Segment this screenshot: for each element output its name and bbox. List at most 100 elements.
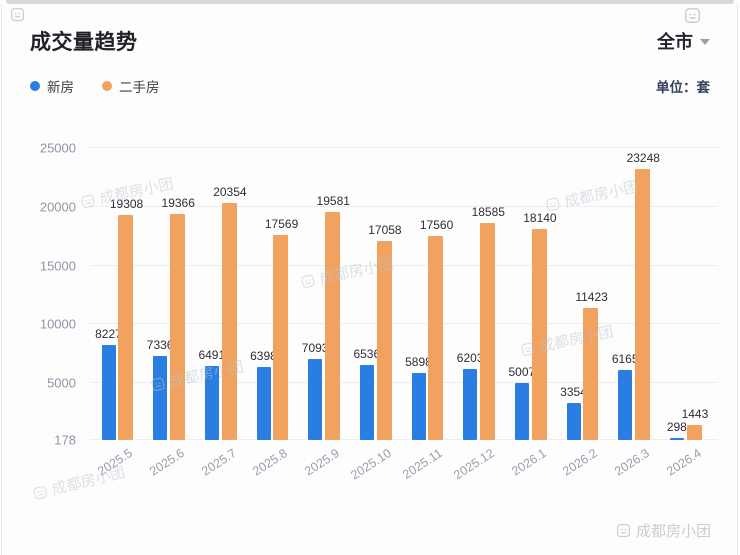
- region-selector-label: 全市: [657, 32, 693, 52]
- bar-new-home: [463, 369, 478, 440]
- bar-value-label: 7093: [301, 340, 329, 355]
- bar-value-label: 3354: [560, 384, 587, 399]
- legend-label-new-home: 新房: [47, 80, 74, 95]
- bar-group: 6536 17058 2025.10: [348, 148, 404, 482]
- plot-area: 8227 19308 2025.5 7336 19366 2025.6 6491 20354 2…: [90, 147, 718, 483]
- x-axis-label: 2025.5: [95, 446, 136, 479]
- chart-subheader: 新房 二手房 单位：套: [0, 56, 740, 96]
- y-tick-label: 10000: [39, 316, 76, 332]
- chevron-down-icon: [700, 39, 710, 45]
- unit-label: 单位：套: [656, 80, 710, 95]
- legend-item-new-home[interactable]: 新房: [30, 76, 74, 96]
- bar-new-home: [515, 383, 530, 440]
- bar-value-label: 6536: [353, 347, 381, 362]
- x-axis-label: 2025.6: [147, 446, 187, 479]
- x-axis-label: 2025.10: [348, 446, 394, 483]
- gridline: [90, 323, 718, 325]
- bar-group: 6491 20354 2025.7: [197, 148, 249, 479]
- bar-new-home: [670, 438, 685, 440]
- bar-new-home: [256, 366, 271, 440]
- x-axis-label: 2026.2: [560, 446, 601, 479]
- window-left-border: [1, 4, 2, 555]
- gridline: [90, 147, 718, 148]
- bar-value-label: 8227: [95, 327, 122, 342]
- x-axis-label: 2025.7: [198, 446, 239, 479]
- bar-value-label: 17569: [264, 217, 299, 232]
- window-top-border: [6, 0, 734, 4]
- bar-value-label: 17560: [419, 217, 454, 232]
- bar-new-home: [153, 355, 168, 440]
- bar-group: 8227 19308 2025.5: [94, 148, 146, 479]
- bar-new-home: [360, 365, 375, 440]
- x-axis-label: 2025.8: [250, 446, 291, 479]
- bar-new-home: [101, 345, 116, 440]
- region-selector[interactable]: 全市: [657, 28, 710, 54]
- bar-resale-home: [169, 214, 185, 440]
- bar-new-home: [308, 358, 323, 440]
- bar-value-label: 298: [666, 420, 687, 434]
- bar-chart: 178 5000 10000 15000 20000 25000 8227 19308 202…: [18, 141, 718, 483]
- bar-group: 7336 19366 2025.6: [146, 148, 198, 478]
- bar-group: 298 1443 2026.4: [662, 148, 714, 478]
- bar-group: 6165 23248 2026.3: [611, 148, 663, 479]
- bar-resale-home: [221, 202, 237, 440]
- watermark-logo-icon: [33, 485, 47, 499]
- bar-groups: 8227 19308 2025.5 7336 19366 2025.6 6491 20354 2…: [90, 148, 718, 483]
- bar-resale-home: [686, 425, 702, 440]
- window-right-border: [737, 4, 738, 555]
- bar-new-home: [566, 402, 581, 440]
- legend: 新房 二手房: [30, 76, 160, 96]
- bar-value-label: 6203: [456, 351, 484, 366]
- bar-value-label: 5898: [405, 354, 432, 369]
- bar-value-label: 6398: [250, 348, 277, 363]
- bar-resale-home: [479, 223, 495, 440]
- y-tick-label: 15000: [39, 258, 76, 274]
- x-axis-label: 2026.3: [612, 446, 652, 479]
- x-axis-label: 2025.9: [302, 446, 342, 479]
- bar-resale-home: [428, 235, 444, 440]
- bar-new-home: [618, 369, 633, 440]
- bar-value-label: 19366: [161, 196, 195, 211]
- watermark-text: 成都房小团: [636, 523, 712, 540]
- bar-value-label: 7336: [146, 337, 174, 352]
- page-title: 成交量趋势: [30, 31, 138, 54]
- bar-group: 6203 18585 2025.12: [451, 148, 508, 482]
- bar-value-label: 23248: [626, 150, 660, 165]
- watermark: 成都房小团: [616, 520, 711, 541]
- bar-value-label: 18585: [471, 205, 505, 220]
- bar-value-label: 5007: [508, 365, 536, 380]
- bar-value-label: 18140: [523, 210, 557, 225]
- gridline: [90, 264, 718, 266]
- watermark-logo-icon: [616, 523, 631, 538]
- gridline: [90, 205, 718, 207]
- bar-group: 5007 18140 2026.1: [507, 148, 559, 479]
- bar-value-label: 20354: [213, 184, 247, 199]
- y-tick-label: 20000: [39, 199, 76, 215]
- bar-group: 6398 17569 2025.8: [249, 148, 301, 478]
- bar-group: 3354 11423 2026.2: [559, 148, 611, 479]
- bar-group: 5898 17560 2025.11: [401, 148, 456, 482]
- gridline: [90, 439, 718, 440]
- bar-resale-home: [273, 235, 289, 440]
- bar-value-label: 17058: [368, 223, 402, 238]
- x-axis-label: 2025.11: [400, 446, 446, 482]
- bar-resale-home: [118, 214, 134, 440]
- y-tick-label: 25000: [39, 140, 76, 156]
- legend-dot-resale-home: [102, 81, 112, 91]
- bar-value-label: 19308: [109, 196, 144, 211]
- bar-new-home: [205, 365, 220, 440]
- legend-item-resale-home[interactable]: 二手房: [102, 76, 160, 96]
- bar-resale-home: [324, 211, 340, 440]
- y-tick-label: 5000: [47, 375, 76, 391]
- bar-group: 7093 19581 2025.9: [301, 148, 353, 479]
- bar-new-home: [411, 372, 426, 440]
- x-axis-label: 2026.1: [508, 446, 549, 479]
- bar-value-label: 1443: [681, 407, 709, 422]
- bar-value-label: 6165: [611, 351, 639, 366]
- bar-resale-home: [583, 307, 599, 440]
- gridline: [90, 382, 718, 384]
- legend-label-resale-home: 二手房: [119, 80, 160, 95]
- x-axis-label: 2026.4: [663, 446, 704, 479]
- bar-resale-home: [531, 228, 547, 440]
- y-tick-label: 178: [54, 432, 76, 448]
